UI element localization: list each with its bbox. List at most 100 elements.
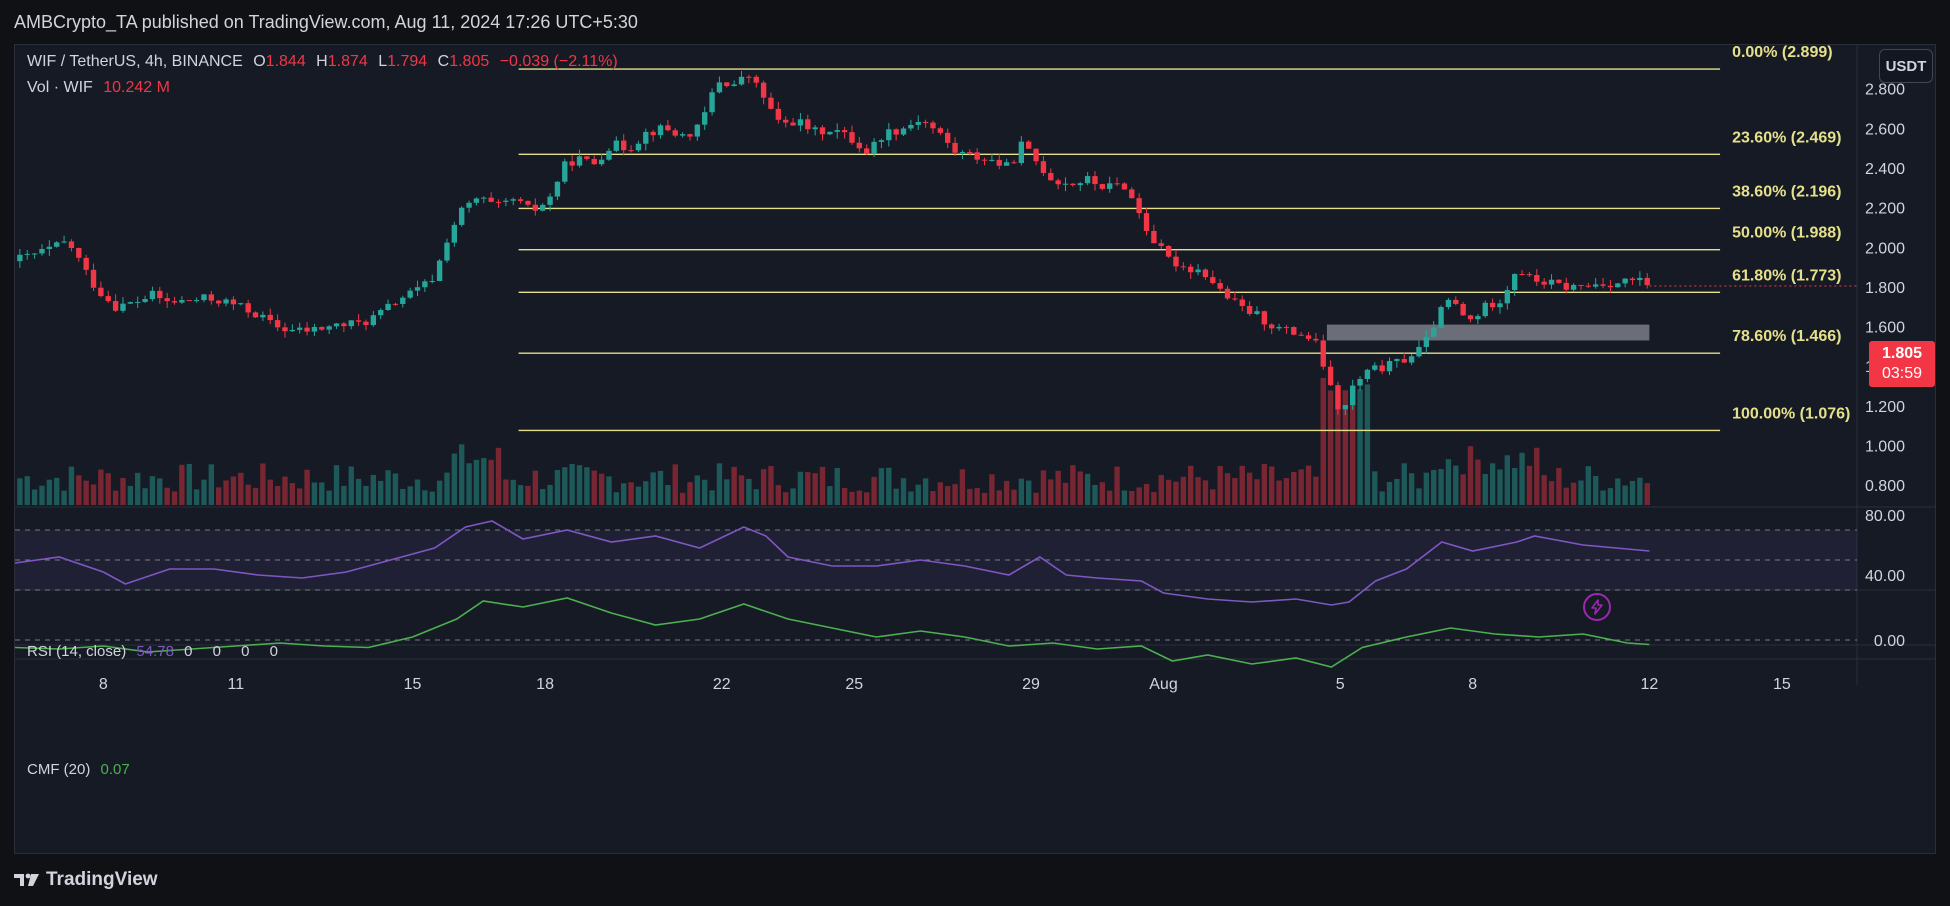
volume-bar <box>245 484 251 505</box>
candle-body <box>1512 274 1518 291</box>
candle-body <box>1077 183 1083 186</box>
candle-body <box>385 303 391 310</box>
volume-bar <box>1512 468 1518 505</box>
candle-body <box>989 159 995 161</box>
volume-bar <box>1026 480 1032 505</box>
volume-bar <box>186 463 192 505</box>
candle-body <box>1644 277 1650 286</box>
volume-bar <box>1003 480 1010 505</box>
candle-body <box>878 140 885 142</box>
volume-bar <box>834 468 840 505</box>
candle-body <box>665 125 671 131</box>
volume-value: 10.242 M <box>103 79 170 96</box>
volume-bar <box>827 486 833 505</box>
candle-body <box>576 156 583 166</box>
candle-body <box>61 241 67 243</box>
volume-bar <box>886 467 892 505</box>
candle-body <box>1165 245 1172 257</box>
volume-bar <box>76 475 82 505</box>
candle-body <box>1121 183 1128 190</box>
volume-bar <box>311 482 318 505</box>
candle-body <box>915 121 921 125</box>
volume-bar <box>1453 465 1459 505</box>
volume-bar <box>1475 459 1481 505</box>
candle-body <box>967 152 973 154</box>
volume-bar <box>1018 478 1025 505</box>
candle-body <box>348 320 354 327</box>
candle-body <box>429 280 435 282</box>
volume-bar <box>738 475 745 505</box>
chart-frame[interactable]: 2.8002.6002.4002.2002.0001.8001.6001.400… <box>14 44 1936 854</box>
candle-body <box>1408 356 1415 363</box>
candle-body <box>930 122 936 129</box>
change-value: −0.039 (−2.11%) <box>499 53 618 70</box>
volume-bar <box>1173 481 1179 505</box>
bar-countdown: 03:59 <box>1881 365 1923 382</box>
candle-body <box>503 200 509 202</box>
volume-bar <box>1092 484 1098 505</box>
candle-body <box>650 131 656 136</box>
candle-body <box>1143 213 1150 231</box>
candle-body <box>186 300 192 302</box>
candle-body <box>1254 311 1260 314</box>
candle-body <box>208 294 215 301</box>
volume-bar <box>1298 469 1304 505</box>
candle-body <box>1232 298 1238 300</box>
candle-body <box>606 150 612 160</box>
candle-body <box>1084 176 1091 184</box>
volume-bar <box>466 463 472 505</box>
candle-body <box>238 303 244 305</box>
volume-bar <box>554 470 561 505</box>
volume-bar <box>650 472 656 505</box>
price-tick-label: 2.000 <box>1865 240 1905 257</box>
date-tick-label: 8 <box>99 676 108 693</box>
volume-bar <box>1180 476 1187 505</box>
volume-bar <box>31 489 38 505</box>
volume-bar <box>643 481 649 505</box>
volume-bar <box>1254 479 1260 505</box>
fib-level-label: 50.00% (1.988) <box>1732 225 1841 242</box>
candle-body <box>1431 327 1437 337</box>
volume-bar <box>1423 472 1430 505</box>
candle-body <box>775 108 782 120</box>
volume-bar <box>1143 483 1150 505</box>
volume-bar <box>657 470 664 505</box>
candle-body <box>1438 307 1444 328</box>
currency-button[interactable]: USDT <box>1879 49 1933 83</box>
candle-body <box>945 132 951 143</box>
candle-body <box>1401 359 1407 363</box>
volume-bar <box>702 479 708 505</box>
volume-bar <box>760 469 767 505</box>
candle-body <box>1305 335 1312 339</box>
candle-body <box>672 130 678 136</box>
volume-bar <box>1077 471 1083 505</box>
volume-bar <box>355 478 362 505</box>
volume-bar <box>135 472 141 505</box>
candle-body <box>864 148 870 154</box>
symbol-legend: WIF / TetherUS, 4h, BINANCE O1.844 H1.87… <box>27 53 618 71</box>
volume-bar <box>436 480 443 505</box>
volume-bar <box>459 444 465 505</box>
volume-bar <box>1556 468 1562 505</box>
tradingview-footer[interactable]: TradingView <box>14 868 158 892</box>
candle-body <box>1188 266 1194 273</box>
candle-body <box>24 253 30 255</box>
volume-bar <box>1033 492 1039 505</box>
volume-bar <box>937 482 944 505</box>
volume-bar <box>805 472 811 505</box>
candle-body <box>525 200 531 205</box>
candle-body <box>908 124 914 129</box>
volume-bar <box>1615 478 1621 505</box>
candle-body <box>1011 162 1017 164</box>
volume-bar <box>1335 391 1341 505</box>
volume-bar <box>1107 490 1113 505</box>
fib-level-label: 61.80% (1.773) <box>1732 267 1841 284</box>
volume-bar <box>584 467 590 505</box>
candle-body <box>319 327 325 330</box>
candle-body <box>1173 256 1179 267</box>
volume-bar <box>930 491 936 505</box>
chart-canvas[interactable]: 2.8002.6002.4002.2002.0001.8001.6001.400… <box>15 45 1935 853</box>
candle-body <box>687 134 693 137</box>
lightning-icon[interactable] <box>1583 593 1611 621</box>
volume-bar <box>1467 446 1474 505</box>
